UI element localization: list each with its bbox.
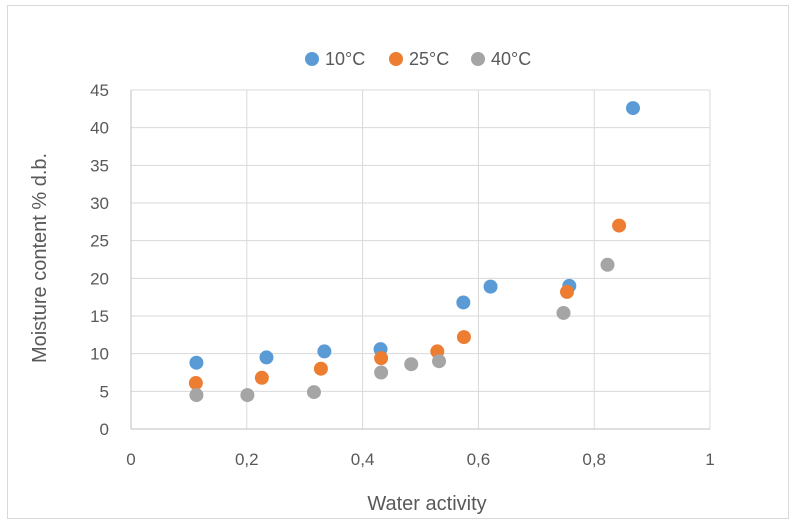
x-tick-label: 0,6 [467,450,491,469]
series-25°C [188,218,627,391]
data-point [374,351,389,366]
data-point [374,365,389,380]
y-tick-label: 25 [90,232,109,251]
y-tick-label: 30 [90,194,109,213]
y-tick-label: 5 [100,382,109,401]
legend: 10°C 25°C 40°C [305,49,531,69]
data-point [600,257,615,272]
y-tick-label: 0 [100,420,109,439]
y-tick-label: 40 [90,119,109,138]
series-40°C [189,257,615,403]
x-tick-label: 0,8 [582,450,606,469]
series-10°C [189,101,640,370]
data-point [188,376,203,391]
chart-frame [7,5,789,519]
data-point [306,385,321,400]
data-point [317,344,332,359]
data-point [189,355,204,370]
x-axis-title: Water activity [367,493,486,515]
y-tick-label: 15 [90,307,109,326]
y-axis-title: Moisture content % d.b. [29,153,51,363]
data-points [188,101,640,403]
legend-label: 40°C [491,49,531,69]
axes [130,90,710,430]
y-tick-label: 45 [90,81,109,100]
x-tick-labels: 0 0,2 0,4 0,6 0,8 1 [126,450,714,469]
data-point [625,101,640,116]
legend-label: 25°C [409,49,449,69]
data-point [559,284,574,299]
x-tick-label: 0,2 [235,450,259,469]
y-tick-label: 35 [90,156,109,175]
data-point [432,354,447,369]
legend-label: 10°C [325,49,365,69]
x-tick-label: 1 [705,450,714,469]
data-point [313,361,328,376]
data-point [483,279,498,294]
data-point [404,357,419,372]
y-tick-label: 10 [90,345,109,364]
x-tick-label: 0 [126,450,135,469]
data-point [259,350,274,365]
x-tick-label: 0,4 [351,450,375,469]
data-point [456,295,471,310]
legend-marker [389,52,403,66]
data-point [254,370,269,385]
data-point [189,388,204,403]
grid-lines [131,89,711,429]
data-point [240,388,255,403]
legend-marker [471,52,485,66]
y-tick-label: 20 [90,269,109,288]
data-point [456,330,471,345]
data-point [556,305,571,320]
data-point [612,218,627,233]
legend-marker [305,52,319,66]
y-tick-labels: 0 5 10 15 20 25 30 35 40 45 [90,81,109,439]
